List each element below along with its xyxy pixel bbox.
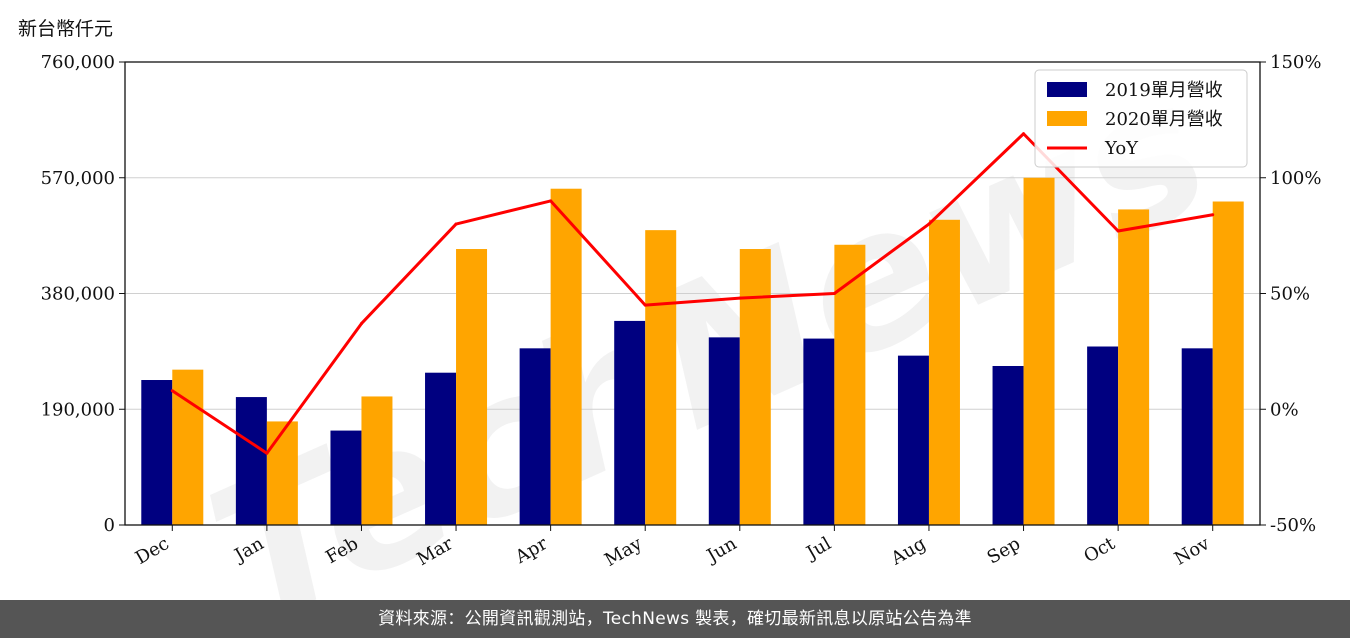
source-footer: 資料來源：公開資訊觀測站，TechNews 製表，確切最新訊息以原站公告為準: [0, 600, 1350, 638]
chart-area: TechNews0190,000380,000570,000760,000-50…: [41, 36, 1322, 600]
bar-2019: [519, 348, 551, 525]
yoy-point: [738, 296, 742, 300]
bar-2019: [141, 380, 173, 525]
yoy-point: [265, 451, 269, 455]
bar-2019: [330, 430, 362, 525]
y-tick-label: 570,000: [41, 168, 115, 189]
x-tick-label: May: [601, 533, 646, 571]
legend-label: YoY: [1104, 138, 1139, 159]
legend-swatch: [1047, 111, 1087, 126]
yoy-point: [359, 322, 363, 326]
bar-2019: [1087, 346, 1119, 525]
y2-tick-label: 50%: [1270, 284, 1310, 305]
bar-2019: [614, 320, 646, 525]
bar-2020: [834, 244, 866, 525]
bar-2020: [645, 230, 677, 526]
y-tick-label: 760,000: [41, 52, 115, 73]
x-tick-label: Oct: [1080, 533, 1119, 568]
bar-2019: [1181, 348, 1213, 525]
bar-2019: [425, 372, 457, 525]
y2-tick-label: 150%: [1270, 52, 1321, 73]
yoy-point: [454, 222, 458, 226]
yoy-point: [643, 303, 647, 307]
x-tick-label: Sep: [984, 533, 1024, 568]
bar-2020: [361, 396, 393, 525]
y2-tick-label: -50%: [1270, 515, 1316, 536]
y2-tick-label: 100%: [1270, 168, 1321, 189]
bar-2020: [1212, 201, 1244, 525]
y-tick-label: 380,000: [41, 284, 115, 305]
x-tick-label: Jul: [801, 533, 835, 565]
yoy-point: [549, 199, 553, 203]
x-tick-label: Aug: [887, 533, 930, 570]
legend-swatch: [1047, 82, 1087, 97]
y-tick-label: 190,000: [41, 399, 115, 420]
legend-label: 2020單月營收: [1105, 109, 1223, 130]
x-tick-label: Dec: [132, 533, 173, 569]
bar-2020: [1118, 209, 1150, 525]
bar-2019: [803, 338, 835, 525]
x-tick-label: Jun: [702, 533, 741, 568]
x-tick-label: Nov: [1171, 533, 1214, 570]
yoy-point: [927, 222, 931, 226]
yoy-point: [1022, 132, 1026, 136]
bar-2020: [550, 188, 582, 525]
bar-2020: [456, 249, 488, 525]
yoy-point: [170, 389, 174, 393]
yoy-point: [1116, 229, 1120, 233]
yoy-point: [1211, 213, 1215, 217]
bar-2019: [992, 365, 1024, 525]
plot-frame: [124, 61, 1261, 526]
bar-2019: [235, 397, 267, 525]
bar-2019: [897, 355, 929, 525]
y-axis-unit-label: 新台幣仟元: [18, 18, 114, 40]
yoy-point: [832, 292, 836, 295]
bar-2019: [708, 337, 740, 525]
y-tick-label: 0: [104, 515, 115, 536]
bar-2020: [739, 249, 771, 525]
y2-tick-label: 0%: [1270, 399, 1299, 420]
legend-label: 2019單月營收: [1105, 80, 1223, 101]
bar-2020: [928, 219, 960, 525]
bar-2020: [266, 421, 298, 525]
bar-2020: [1023, 177, 1055, 525]
legend-box: [1034, 69, 1248, 168]
